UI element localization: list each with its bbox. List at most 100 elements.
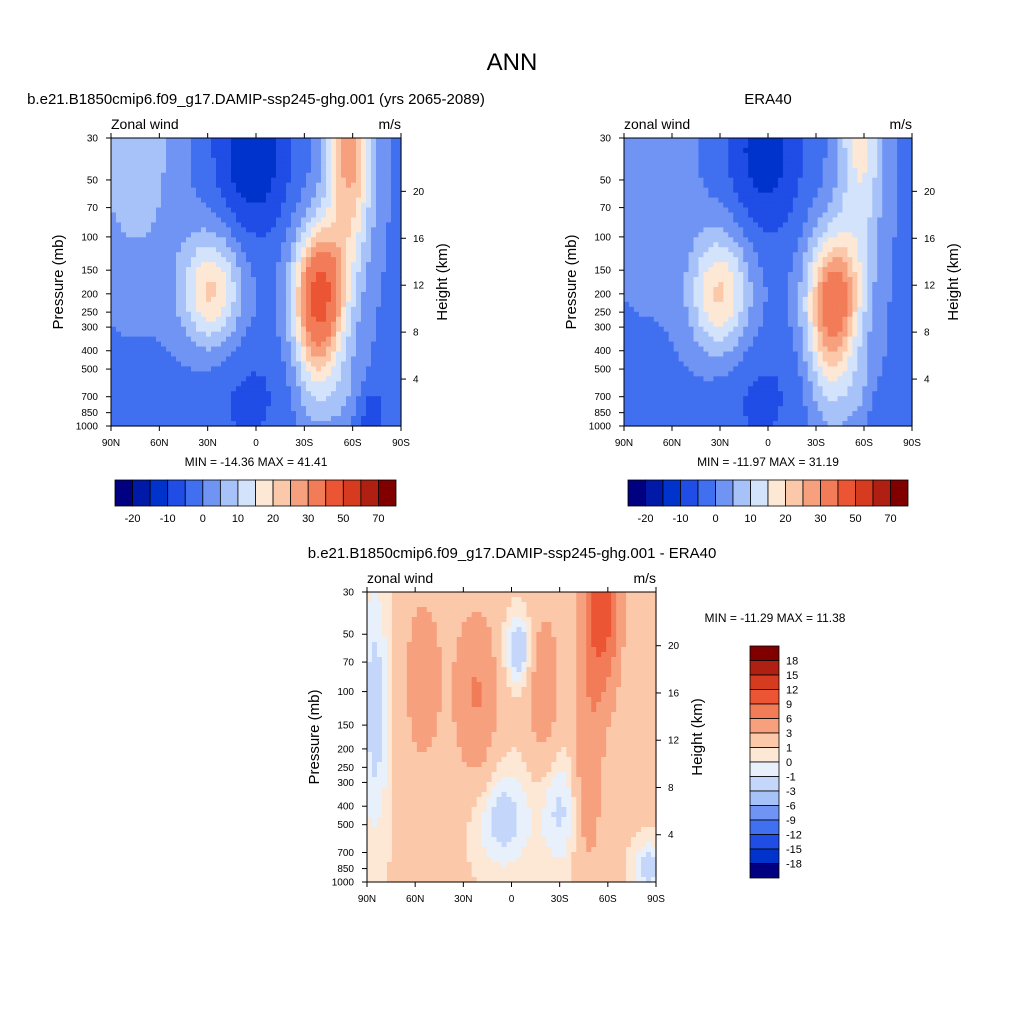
p1-cell: [271, 351, 277, 358]
p1-cell: [231, 311, 237, 318]
p1-cell: [321, 217, 327, 224]
p2-cell: [658, 192, 665, 199]
p1-cell: [266, 406, 272, 412]
p1-cell: [216, 212, 222, 219]
p1-cell: [361, 416, 367, 422]
p2-cell: [877, 212, 883, 219]
p2-cell: [668, 187, 675, 194]
p1-cell: [341, 147, 347, 154]
p1-cell: [296, 147, 302, 154]
p1-cell: [116, 421, 122, 427]
p1-cell: [356, 411, 362, 417]
p1-cell: [211, 277, 217, 283]
p2-cell: [743, 162, 749, 169]
p1-cell: [306, 286, 312, 293]
p1-cell: [391, 167, 397, 174]
p1-cell: [386, 331, 392, 338]
p2-cell: [688, 172, 695, 179]
p1-cell: [321, 396, 327, 402]
p1-cell: [301, 291, 307, 298]
p1-cell: [326, 157, 332, 164]
p1-cell: [141, 306, 147, 313]
p2-cell: [792, 197, 799, 204]
p1-cell: [341, 286, 347, 293]
p2-cell: [708, 257, 714, 263]
p1-cell: [361, 222, 367, 228]
p2-cell: [877, 257, 883, 263]
p1-cell: [271, 401, 277, 407]
p1-cell: [316, 386, 322, 392]
p1-cell: [156, 341, 162, 348]
p2-cell: [624, 212, 630, 219]
p2-cell: [857, 138, 863, 144]
p1-cell: [161, 227, 167, 233]
p2-cell: [753, 222, 759, 228]
p1-cell: [166, 326, 172, 333]
p2-cell: [678, 257, 685, 263]
p1-cell: [126, 381, 132, 387]
p1-cell: [116, 172, 122, 179]
p2-cell: [748, 257, 754, 263]
p1-cell: [191, 252, 197, 258]
p2-cell: [638, 207, 645, 214]
p1-cell: [176, 396, 182, 402]
p2-cell: [668, 162, 675, 169]
p2-cell: [683, 232, 690, 238]
p1-cell: [161, 222, 167, 228]
p2-cell: [748, 182, 754, 189]
p1-cell: [296, 306, 302, 313]
p2-cell: [713, 242, 719, 248]
p2-cell: [733, 252, 739, 258]
p1-cell: [201, 411, 207, 417]
p2-cell: [723, 147, 729, 154]
p1-cell: [196, 311, 202, 318]
p1-cell: [246, 207, 252, 214]
p1-cell: [251, 202, 257, 209]
p1-cell: [251, 227, 257, 233]
p2-cell: [892, 267, 898, 273]
p1-cell: [336, 386, 342, 392]
p1-cell: [146, 361, 152, 368]
p1-cell: [281, 321, 287, 328]
p1-cell: [361, 371, 367, 377]
p1-cell: [171, 406, 177, 412]
p2-cell: [658, 272, 665, 278]
p1-cell: [316, 346, 322, 353]
p2-cell: [897, 157, 903, 164]
p2-cell: [663, 252, 670, 258]
p1-cell: [181, 202, 187, 209]
p2-cell: [802, 202, 809, 209]
p2-cell: [658, 247, 665, 253]
p1-cell: [161, 421, 167, 427]
p1-cell: [201, 138, 207, 144]
p2-cell: [628, 207, 635, 214]
p1-cell: [226, 401, 232, 407]
p1-cell: [126, 232, 132, 238]
p2-cell: [643, 257, 650, 263]
p1-cell: [141, 326, 147, 333]
p1-cell: [121, 321, 127, 328]
p2-cell: [683, 138, 690, 144]
p1-cell: [166, 311, 172, 318]
p1-cell: [261, 301, 267, 308]
p1-cell: [331, 361, 337, 368]
p2-cell: [792, 187, 799, 194]
p1-cell: [306, 346, 312, 353]
p1-cell: [301, 336, 307, 343]
panel-2-title: ERA40: [744, 91, 792, 108]
p1-cell: [201, 366, 207, 372]
p2-cell: [723, 252, 729, 258]
p1-cell: [221, 152, 227, 159]
p1-cell: [111, 222, 117, 228]
p2-cell: [777, 232, 784, 238]
p2-cell: [867, 157, 873, 164]
p1-cell: [246, 247, 252, 253]
p1-cell: [191, 311, 197, 318]
p1-cell: [251, 222, 257, 228]
p1-cell: [176, 217, 182, 224]
p2-cell: [673, 138, 680, 144]
p1-cell: [346, 138, 352, 144]
p1-cell: [181, 301, 187, 308]
p1-cell: [206, 351, 212, 358]
p1-cell: [151, 366, 157, 372]
